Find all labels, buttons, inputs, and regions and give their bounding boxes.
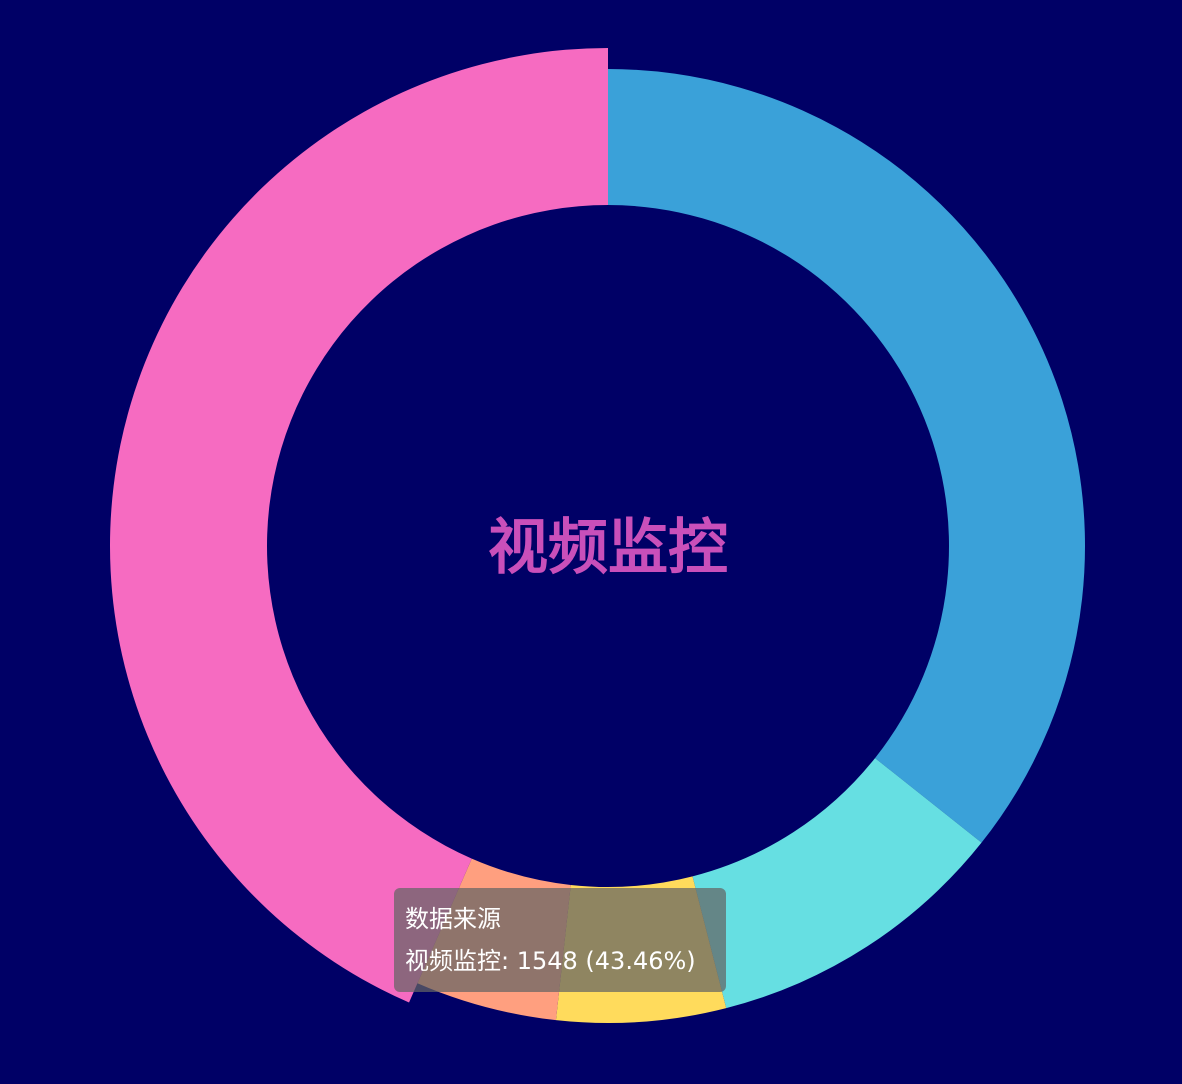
- donut-slice-5[interactable]: [110, 48, 608, 1003]
- tooltip-item: 视频监控: 1548 (43.46%): [405, 947, 696, 975]
- donut-slice-2[interactable]: [692, 758, 982, 1009]
- tooltip-title: 数据来源: [405, 905, 501, 933]
- center-label: 视频监控: [488, 513, 728, 583]
- chart-tooltip: 数据来源 视频监控: 1548 (43.46%): [394, 888, 726, 992]
- donut-slice-1[interactable]: [608, 69, 1085, 843]
